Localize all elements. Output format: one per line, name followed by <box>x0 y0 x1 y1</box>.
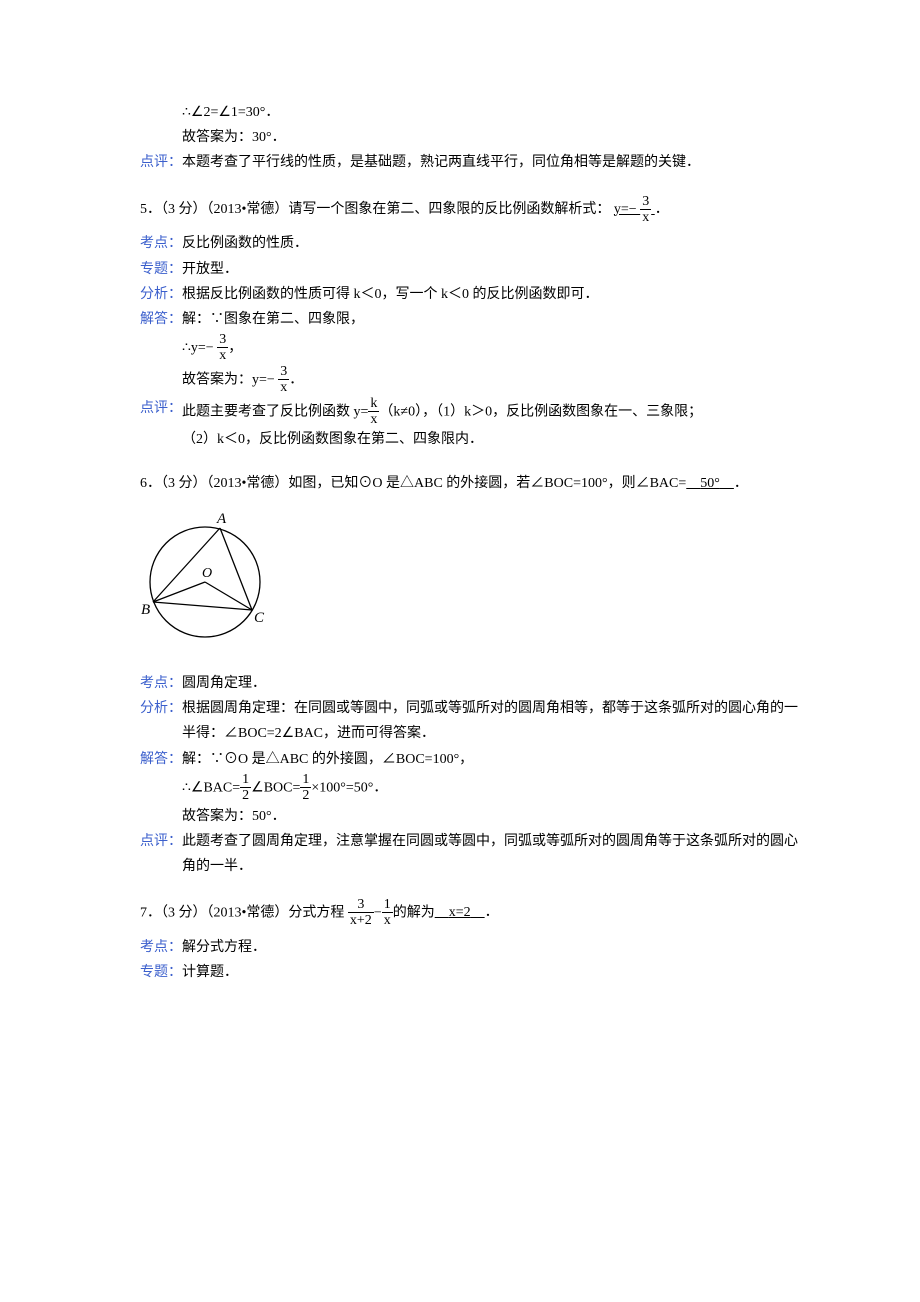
q7-text-b: 的解为 <box>393 905 435 920</box>
fenxi-row: 分析： 根据反比例函数的性质可得 k＜0，写一个 k＜0 的反比例函数即可． <box>140 282 800 307</box>
q5-solution: 考点： 反比例函数的性质． 专题： 开放型． 分析： 根据反比例函数的性质可得 … <box>140 231 800 452</box>
svg-text:B: B <box>141 602 150 618</box>
zhuanti-row: 专题： 计算题． <box>140 960 800 985</box>
q6-solution: 考点： 圆周角定理． 分析： 根据圆周角定理：在同圆或等圆中，同弧或等弧所对的圆… <box>140 671 800 879</box>
dianping-label: 点评： <box>140 396 182 453</box>
fraction: kx <box>368 396 379 428</box>
jieda-label: 解答： <box>140 307 182 396</box>
svg-text:A: A <box>216 511 227 527</box>
q7-solution: 考点： 解分式方程． 专题： 计算题． <box>140 935 800 985</box>
fenxi-label: 分析： <box>140 282 182 307</box>
line: 解：∵图象在第二、四象限， <box>182 307 800 332</box>
line: 此题主要考查了反比例函数 y=kx（k≠0），（1）k＞0，反比例函数图象在一、… <box>182 396 800 428</box>
line: 故答案为：50°． <box>182 804 800 829</box>
q5-answer: y=− 3x <box>614 202 655 217</box>
kaodian-text: 反比例函数的性质． <box>182 231 800 256</box>
zhuanti-row: 专题： 开放型． <box>140 257 800 282</box>
jieda-row: 解答： 解：∵⊙O 是△ABC 的外接圆，∠BOC=100°， ∴∠BAC=12… <box>140 747 800 829</box>
kaodian-row: 考点： 反比例函数的性质． <box>140 231 800 256</box>
line: ∴∠2=∠1=30°． <box>182 100 800 125</box>
fenxi-text: 根据反比例函数的性质可得 k＜0，写一个 k＜0 的反比例函数即可． <box>182 282 800 307</box>
q6-diagram: A B C O <box>140 502 800 661</box>
kaodian-label: 考点： <box>140 231 182 256</box>
line: 故答案为：30°． <box>182 125 800 150</box>
jieda-content: 解：∵图象在第二、四象限， ∴y=− 3x， 故答案为：y=− 3x． <box>182 307 800 396</box>
q5-text: 5．（3 分）（2013•常德）请写一个图象在第二、四象限的反比例函数解析式： <box>140 202 610 217</box>
line: 故答案为：y=− 3x． <box>182 364 800 396</box>
question-7: 7．（3 分）（2013•常德）分式方程 3x+2−1x的解为 x=2 ． <box>140 897 800 929</box>
dianping-row: 点评： 此题主要考查了反比例函数 y=kx（k≠0），（1）k＞0，反比例函数图… <box>140 396 800 453</box>
q6-answer: 50° <box>686 476 734 491</box>
svg-text:O: O <box>202 566 212 581</box>
dianping-label: 点评： <box>140 829 182 879</box>
dianping-row: 点评： 本题考查了平行线的性质，是基础题，熟记两直线平行，同位角相等是解题的关键… <box>140 150 800 175</box>
dianping-text: 此题考查了圆周角定理，注意掌握在同圆或等圆中，同弧或等弧所对的圆周角等于这条弧所… <box>182 829 800 879</box>
dianping-row: 点评： 此题考查了圆周角定理，注意掌握在同圆或等圆中，同弧或等弧所对的圆周角等于… <box>140 829 800 879</box>
jieda-content: 解：∵⊙O 是△ABC 的外接圆，∠BOC=100°， ∴∠BAC=12∠BOC… <box>182 747 800 829</box>
fenxi-text: 根据圆周角定理：在同圆或等圆中，同弧或等弧所对的圆周角相等，都等于这条弧所对的圆… <box>182 696 800 746</box>
question-6: 6．（3 分）（2013•常德）如图，已知⊙O 是△ABC 的外接圆，若∠BOC… <box>140 471 800 496</box>
fraction: 3x <box>278 364 289 396</box>
q6-text: 6．（3 分）（2013•常德）如图，已知⊙O 是△ABC 的外接圆，若∠BOC… <box>140 476 686 491</box>
fenxi-label: 分析： <box>140 696 182 746</box>
fraction: 3x <box>640 194 651 226</box>
zhuanti-label: 专题： <box>140 960 182 985</box>
kaodian-text: 圆周角定理． <box>182 671 800 696</box>
kaodian-label: 考点： <box>140 671 182 696</box>
line: ∴∠BAC=12∠BOC=12×100°=50°． <box>182 772 800 804</box>
kaodian-text: 解分式方程． <box>182 935 800 960</box>
svg-text:C: C <box>254 610 265 626</box>
jieda-label: 解答： <box>140 747 182 829</box>
dianping-label: 点评： <box>140 150 182 175</box>
line: ∴y=− 3x， <box>182 332 800 364</box>
fraction: 1x <box>382 897 393 929</box>
line: 解：∵⊙O 是△ABC 的外接圆，∠BOC=100°， <box>182 747 800 772</box>
fraction: 12 <box>240 772 251 804</box>
q7-answer: x=2 <box>435 905 485 920</box>
zhuanti-label: 专题： <box>140 257 182 282</box>
dianping-text: 本题考查了平行线的性质，是基础题，熟记两直线平行，同位角相等是解题的关键． <box>182 150 800 175</box>
q7-text-a: 7．（3 分）（2013•常德）分式方程 <box>140 905 344 920</box>
fenxi-row: 分析： 根据圆周角定理：在同圆或等圆中，同弧或等弧所对的圆周角相等，都等于这条弧… <box>140 696 800 746</box>
section-4-tail: ∴∠2=∠1=30°． 故答案为：30°． 点评： 本题考查了平行线的性质，是基… <box>140 100 800 176</box>
jieda-row: 解答： 解：∵图象在第二、四象限， ∴y=− 3x， 故答案为：y=− 3x． <box>140 307 800 396</box>
fraction: 3x+2 <box>348 897 374 929</box>
zhuanti-text: 计算题． <box>182 960 800 985</box>
kaodian-label: 考点： <box>140 935 182 960</box>
dianping-content: 此题主要考查了反比例函数 y=kx（k≠0），（1）k＞0，反比例函数图象在一、… <box>182 396 800 453</box>
question-5: 5．（3 分）（2013•常德）请写一个图象在第二、四象限的反比例函数解析式： … <box>140 194 800 226</box>
kaodian-row: 考点： 圆周角定理． <box>140 671 800 696</box>
fraction: 12 <box>300 772 311 804</box>
circle-triangle-diagram: A B C O <box>140 502 280 652</box>
kaodian-row: 考点： 解分式方程． <box>140 935 800 960</box>
fraction: 3x <box>217 332 228 364</box>
zhuanti-text: 开放型． <box>182 257 800 282</box>
line: （2）k＜0，反比例函数图象在第二、四象限内． <box>182 427 800 452</box>
